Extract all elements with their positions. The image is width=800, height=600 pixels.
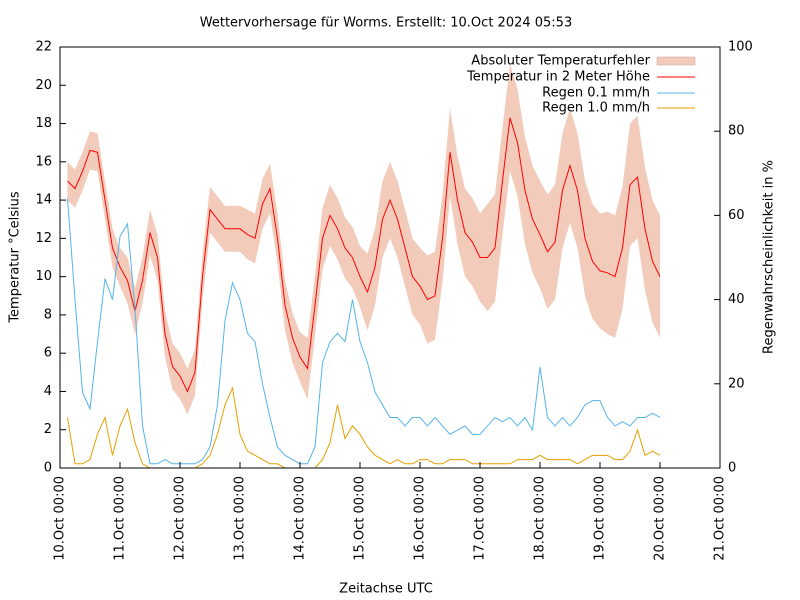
y-tick-label: 12 — [35, 231, 52, 246]
y-tick-label: 4 — [44, 384, 52, 399]
y2-axis-label: Regenwahrscheinlichkeit in % — [762, 160, 777, 354]
x-tick-label: 17.Oct 00:00 — [473, 476, 488, 561]
y-tick-label: 14 — [35, 193, 52, 208]
x-tick-label: 12.Oct 00:00 — [173, 476, 188, 561]
y2-tick-label: 20 — [728, 376, 745, 391]
y-tick-label: 0 — [44, 461, 52, 476]
x-tick-label: 10.Oct 00:00 — [53, 476, 68, 561]
y-tick-label: 20 — [35, 78, 52, 93]
y2-tick-label: 40 — [728, 292, 745, 307]
x-tick-label: 21.Oct 00:00 — [713, 476, 728, 561]
x-tick-label: 15.Oct 00:00 — [353, 476, 368, 561]
series-line — [67, 198, 661, 465]
chart-title: Wettervorhersage für Worms. Erstellt: 10… — [200, 16, 572, 31]
y-tick-label: 22 — [35, 40, 52, 55]
series-line — [67, 386, 661, 469]
legend-label: Temperatur in 2 Meter Höhe — [466, 70, 650, 85]
y-tick-label: 10 — [35, 269, 52, 284]
x-axis-label: Zeitachse UTC — [339, 582, 433, 597]
x-tick-label: 18.Oct 00:00 — [533, 476, 548, 561]
legend-label: Regen 1.0 mm/h — [542, 101, 650, 116]
y2-tick-label: 100 — [728, 40, 753, 55]
x-tick-label: 20.Oct 00:00 — [653, 476, 668, 561]
y-tick-label: 6 — [44, 346, 52, 361]
series-line — [67, 117, 661, 393]
plot-frame — [59, 46, 721, 469]
legend-label: Regen 0.1 mm/h — [542, 86, 650, 101]
y-tick-label: 18 — [35, 116, 52, 131]
x-tick-label: 11.Oct 00:00 — [113, 476, 128, 561]
error-band — [67, 64, 660, 415]
y2-tick-label: 60 — [728, 208, 745, 223]
y-tick-label: 2 — [44, 422, 52, 437]
y2-tick-label: 80 — [728, 124, 745, 139]
y-tick-label: 16 — [35, 154, 52, 169]
x-tick-label: 19.Oct 00:00 — [593, 476, 608, 561]
legend-swatch — [656, 56, 696, 66]
y-axis-label: Temperatur °Celsius — [8, 191, 23, 324]
legend-label: Absoluter Temperaturfehler — [471, 54, 650, 69]
x-tick-label: 13.Oct 00:00 — [233, 476, 248, 561]
x-tick-label: 16.Oct 00:00 — [413, 476, 428, 561]
x-tick-label: 14.Oct 00:00 — [293, 476, 308, 561]
y2-tick-label: 0 — [728, 461, 736, 476]
y-tick-label: 8 — [44, 307, 52, 322]
